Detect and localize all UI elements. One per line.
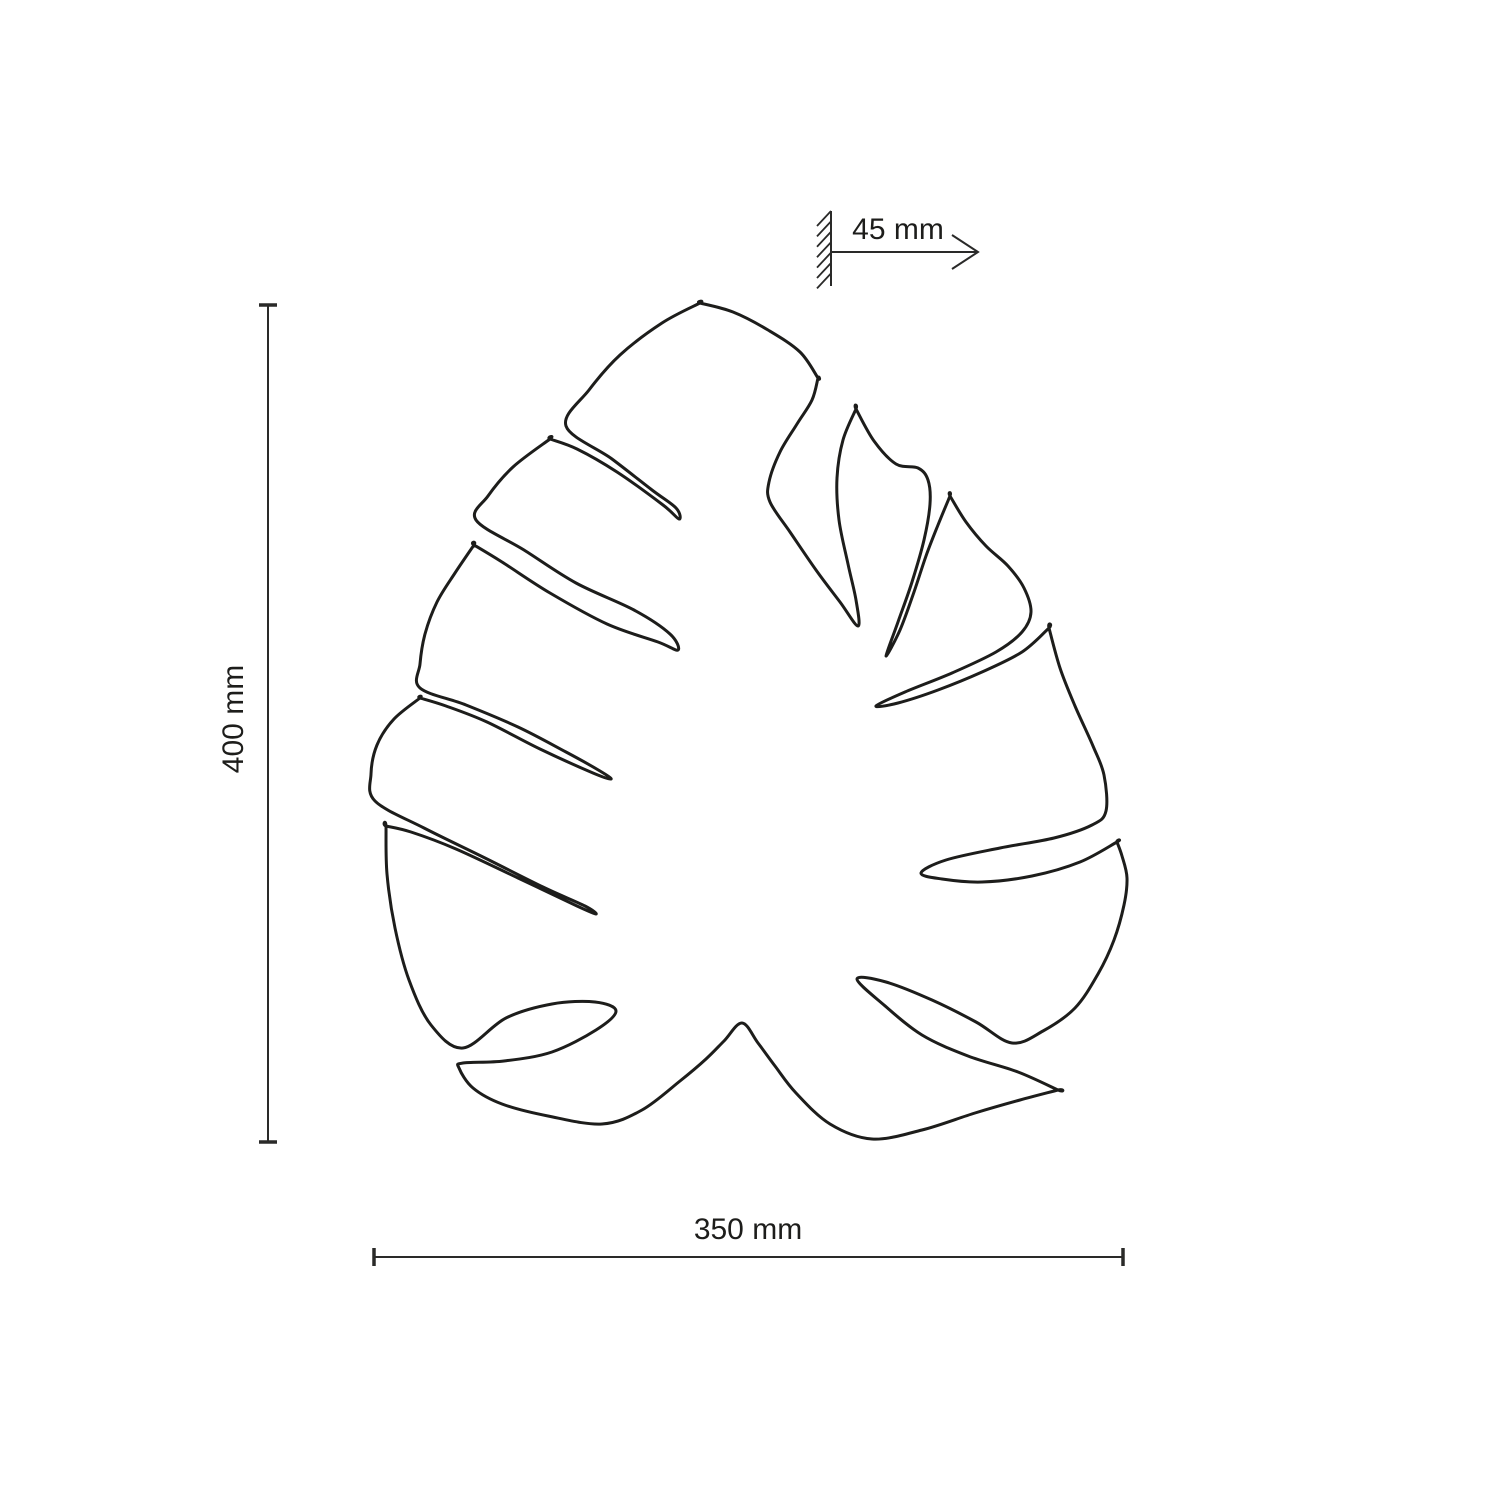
depth-dimension-label: 45 mm bbox=[852, 213, 944, 246]
right-arrow-icon bbox=[951, 234, 980, 270]
width-dimension-label: 350 mm bbox=[694, 1213, 802, 1246]
monstera-leaf-outline bbox=[368, 299, 1129, 1141]
wall-hatch-stroke bbox=[816, 262, 832, 279]
wall-hatch-stroke bbox=[816, 231, 832, 248]
wall-hatch-stroke bbox=[816, 241, 832, 258]
width-dimension: 350 mm bbox=[372, 1213, 1125, 1266]
wall-hatch-stroke bbox=[816, 272, 832, 290]
wall-hatch-stroke bbox=[816, 210, 832, 227]
wall-hatching bbox=[816, 210, 832, 290]
depth-dimension: 45 mm bbox=[816, 210, 980, 290]
wall-hatch-stroke bbox=[816, 251, 832, 269]
wall-hatch-stroke bbox=[816, 220, 832, 238]
height-dimension: 400 mm bbox=[217, 303, 277, 1144]
height-dimension-label: 400 mm bbox=[217, 665, 250, 773]
